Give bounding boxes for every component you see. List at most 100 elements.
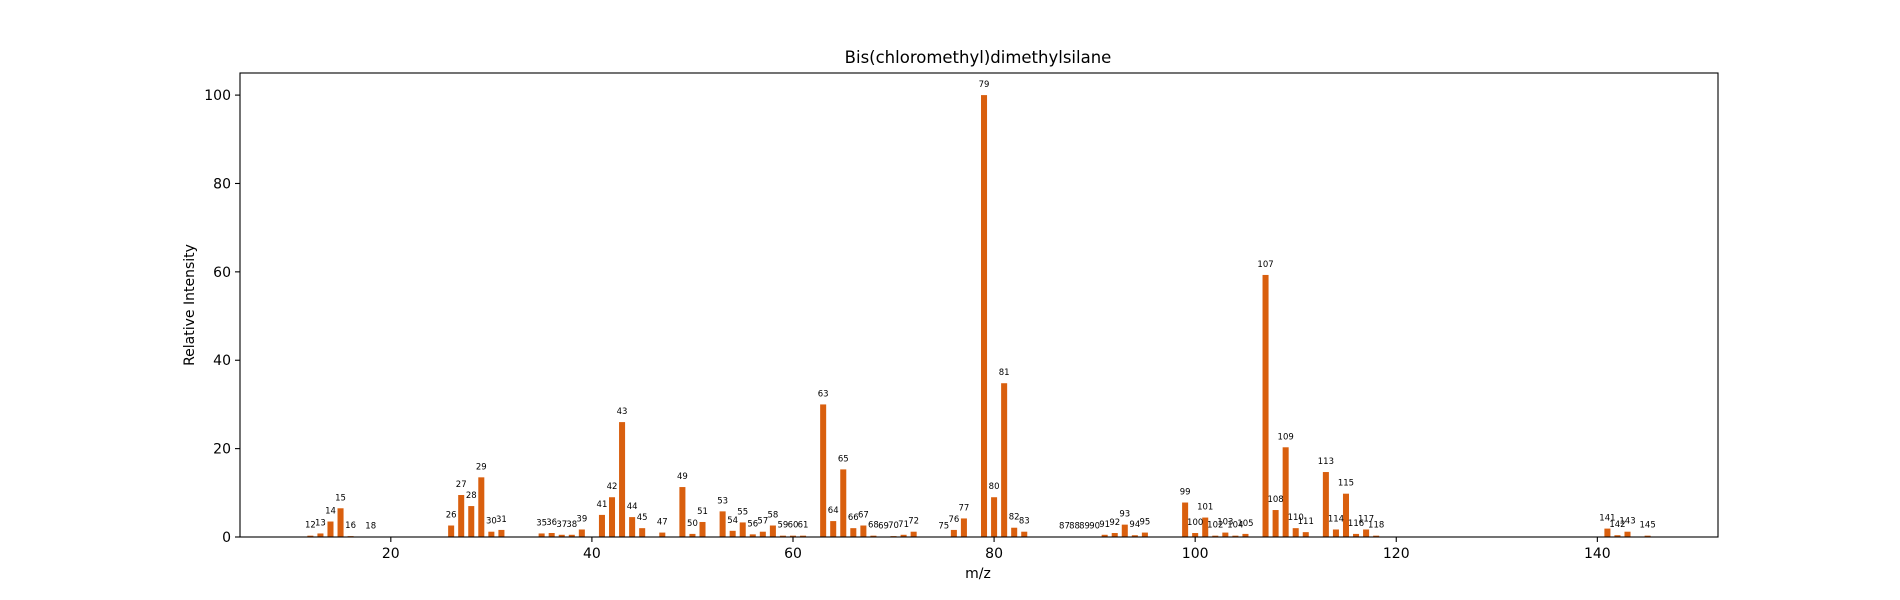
bar-mz-54 — [729, 530, 736, 537]
bar-label-mz-108: 108 — [1267, 495, 1283, 505]
bar-mz-80 — [991, 497, 998, 537]
bar-mz-41 — [598, 514, 605, 537]
y-tick-label-0: 0 — [222, 530, 231, 546]
bar-mz-92 — [1111, 533, 1118, 537]
x-tick-label-140: 140 — [1584, 546, 1611, 562]
bar-label-mz-91: 91 — [1099, 520, 1110, 530]
bar-label-mz-50: 50 — [687, 519, 698, 529]
bar-mz-93 — [1121, 524, 1128, 537]
bar-label-mz-107: 107 — [1257, 260, 1273, 270]
bar-mz-63 — [820, 404, 827, 537]
bar-label-mz-82: 82 — [1009, 513, 1020, 523]
y-tick-label-40: 40 — [213, 353, 231, 369]
bar-label-mz-90: 90 — [1089, 522, 1100, 532]
bar-mz-79 — [981, 95, 988, 537]
bar-mz-108 — [1272, 510, 1279, 537]
bar-mz-44 — [629, 517, 636, 537]
bar-mz-145 — [1644, 535, 1651, 537]
y-tick-label-80: 80 — [213, 176, 231, 192]
bar-mz-37 — [558, 534, 565, 537]
bar-mz-26 — [448, 525, 455, 537]
bar-label-mz-77: 77 — [959, 503, 970, 513]
bar-mz-77 — [960, 518, 967, 537]
bar-mz-111 — [1302, 532, 1309, 537]
bar-label-mz-13: 13 — [315, 518, 326, 528]
bar-label-mz-16: 16 — [345, 521, 356, 531]
bar-mz-114 — [1332, 529, 1339, 537]
bar-mz-72 — [910, 531, 917, 537]
bar-label-mz-57: 57 — [757, 517, 768, 527]
bar-label-mz-111: 111 — [1298, 517, 1314, 527]
bar-mz-91 — [1101, 534, 1108, 537]
bar-mz-30 — [488, 531, 495, 537]
bar-mz-101 — [1202, 517, 1209, 537]
bar-label-mz-68: 68 — [868, 521, 879, 531]
bar-mz-65 — [840, 469, 847, 537]
bar-mz-99 — [1182, 502, 1189, 537]
x-tick-label-100: 100 — [1182, 546, 1209, 562]
bar-label-mz-81: 81 — [999, 368, 1010, 378]
bar-label-mz-51: 51 — [697, 507, 708, 517]
bar-mz-100 — [1192, 533, 1199, 537]
bar-label-mz-115: 115 — [1338, 479, 1354, 489]
bar-label-mz-141: 141 — [1599, 514, 1615, 524]
bar-label-mz-59: 59 — [778, 521, 789, 531]
bar-mz-83 — [1021, 531, 1028, 537]
bar-mz-94 — [1131, 535, 1138, 537]
bar-mz-43 — [619, 422, 626, 537]
bar-label-mz-54: 54 — [727, 516, 738, 526]
bar-label-mz-88: 88 — [1069, 522, 1080, 532]
bar-label-mz-60: 60 — [788, 521, 799, 531]
bar-label-mz-87: 87 — [1059, 522, 1070, 532]
bar-mz-50 — [689, 533, 696, 537]
bar-label-mz-15: 15 — [335, 493, 346, 503]
bar-label-mz-109: 109 — [1278, 432, 1294, 442]
bar-mz-27 — [458, 495, 465, 537]
x-tick-label-20: 20 — [382, 546, 400, 562]
y-tick-label-20: 20 — [213, 442, 231, 458]
bar-mz-13 — [317, 533, 324, 537]
bar-label-mz-27: 27 — [456, 480, 467, 490]
bar-mz-56 — [749, 534, 756, 537]
bar-label-mz-36: 36 — [546, 518, 557, 528]
bar-mz-66 — [850, 528, 857, 537]
x-axis-label: m/z — [965, 566, 991, 582]
x-tick-label-80: 80 — [985, 546, 1003, 562]
bar-mz-15 — [337, 508, 344, 537]
bar-label-mz-103: 103 — [1217, 518, 1233, 528]
bar-mz-36 — [548, 533, 555, 537]
bar-label-mz-75: 75 — [938, 522, 949, 532]
bar-label-mz-83: 83 — [1019, 517, 1030, 527]
bar-label-mz-38: 38 — [566, 520, 577, 530]
x-axis: 20 40 60 80 100 120 140 — [382, 537, 1611, 562]
bar-label-mz-72: 72 — [908, 517, 919, 527]
bar-mz-102 — [1212, 535, 1219, 537]
bar-label-mz-29: 29 — [476, 462, 487, 472]
bar-label-mz-44: 44 — [627, 502, 638, 512]
bar-label-mz-28: 28 — [466, 491, 477, 501]
bar-label-mz-31: 31 — [496, 515, 507, 525]
bar-mz-82 — [1011, 527, 1018, 537]
bar-label-mz-101: 101 — [1197, 503, 1213, 513]
bar-label-mz-30: 30 — [486, 517, 497, 527]
bar-label-mz-18: 18 — [365, 522, 376, 532]
bar-mz-105 — [1242, 533, 1249, 537]
bar-label-mz-117: 117 — [1358, 514, 1374, 524]
bar-label-mz-110: 110 — [1288, 513, 1304, 523]
bar-mz-42 — [609, 497, 616, 537]
x-tick-label-120: 120 — [1383, 546, 1410, 562]
bar-label-mz-65: 65 — [838, 454, 849, 464]
bar-label-mz-64: 64 — [828, 506, 839, 516]
bar-label-mz-114: 114 — [1328, 514, 1344, 524]
bar-label-mz-100: 100 — [1187, 518, 1203, 528]
bar-label-mz-56: 56 — [747, 519, 758, 529]
bar-label-mz-105: 105 — [1237, 519, 1253, 529]
bar-mz-28 — [468, 506, 475, 537]
bar-label-mz-58: 58 — [767, 511, 778, 521]
bar-mz-55 — [739, 522, 746, 537]
bar-label-mz-39: 39 — [576, 514, 587, 524]
bar-mz-141 — [1604, 528, 1611, 537]
bar-label-mz-93: 93 — [1119, 510, 1130, 520]
bar-mz-143 — [1624, 531, 1631, 537]
